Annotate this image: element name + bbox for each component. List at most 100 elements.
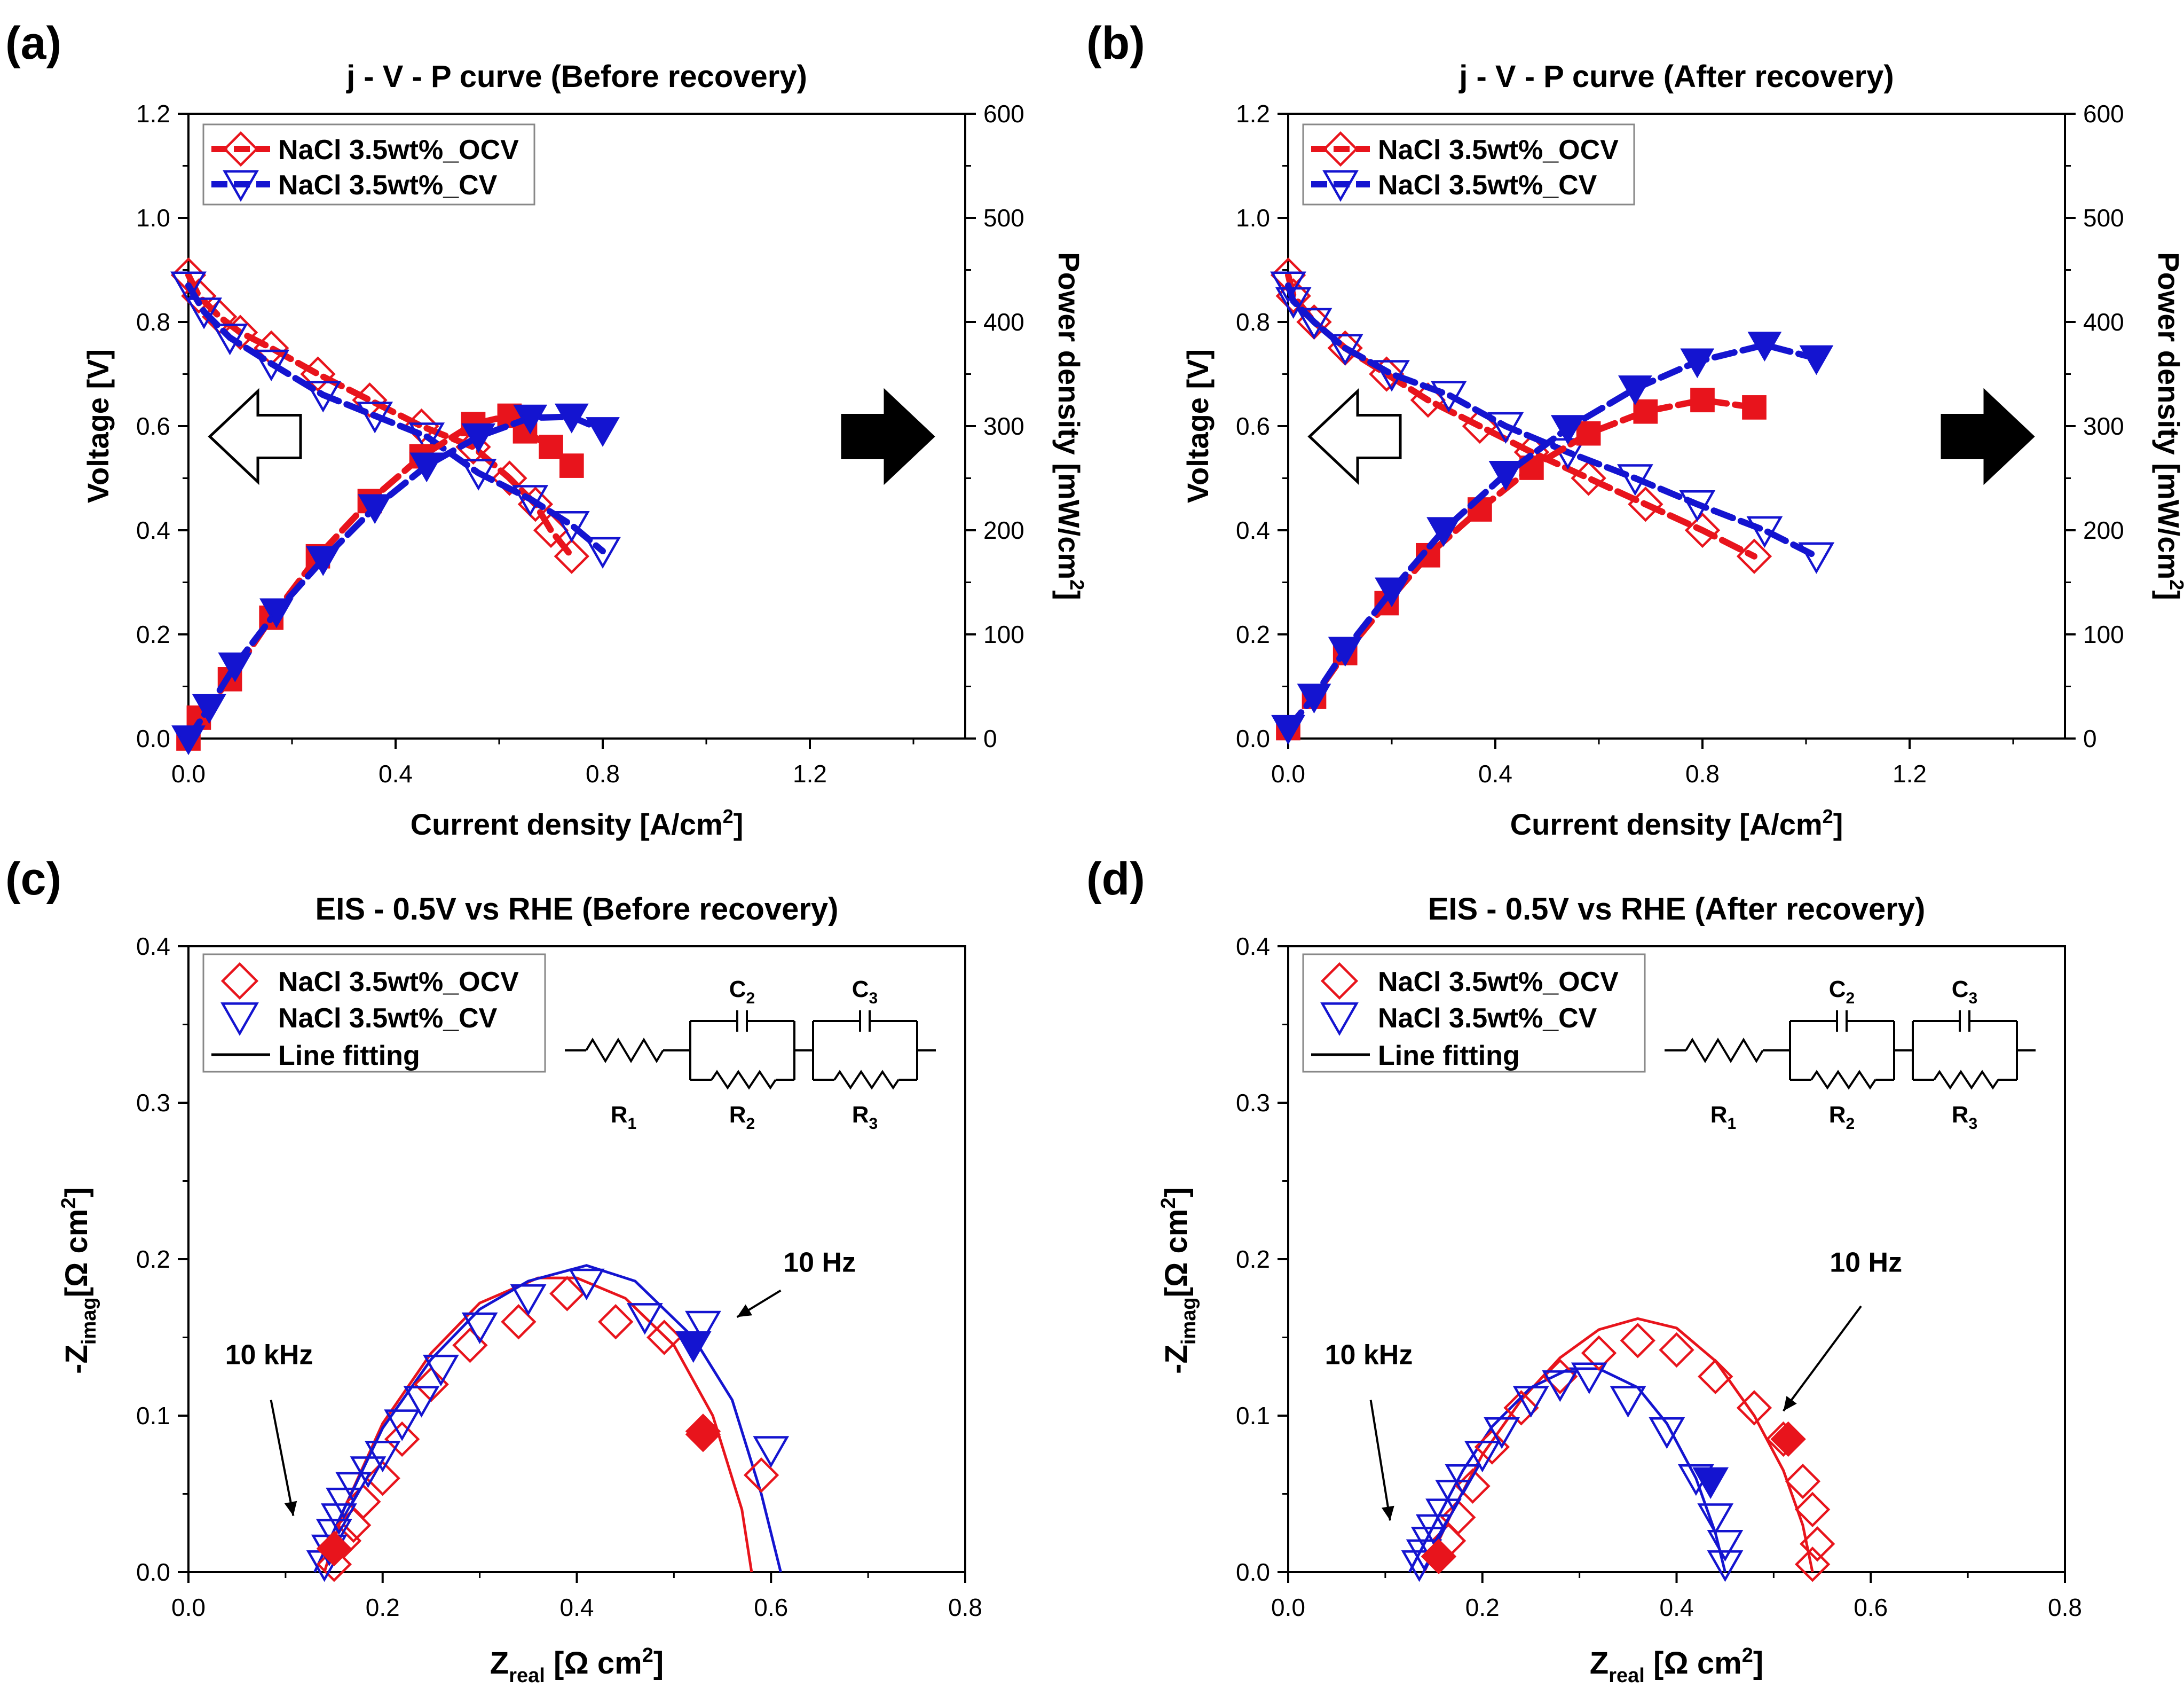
data-point-1 bbox=[1484, 1417, 1520, 1449]
data-point-1 bbox=[1649, 1417, 1685, 1449]
arrow-10khz-head bbox=[284, 1501, 297, 1516]
data-point-3 bbox=[1680, 348, 1715, 379]
data-point-3 bbox=[1271, 714, 1305, 745]
data-point-3 bbox=[306, 546, 341, 576]
data-point-0 bbox=[384, 1421, 420, 1457]
y-tick-label: 0.4 bbox=[1236, 932, 1270, 960]
legend-label: Line fitting bbox=[278, 1040, 420, 1071]
data-point-1 bbox=[186, 297, 222, 329]
circuit-label-sub: 3 bbox=[869, 1115, 878, 1133]
legend-label: NaCl 3.5wt%_OCV bbox=[1378, 967, 1619, 998]
y2-tick-label: 100 bbox=[2083, 621, 2124, 648]
series-line-1 bbox=[185, 282, 606, 554]
y-tick-label: 1.0 bbox=[1236, 204, 1270, 232]
data-point-3 bbox=[1488, 461, 1523, 491]
x-axis-label-end: [Ω cm bbox=[1645, 1646, 1742, 1681]
data-point-3 bbox=[1375, 577, 1409, 608]
data-point-1 bbox=[1571, 1362, 1607, 1394]
data-point-1 bbox=[1798, 542, 1835, 574]
data-point-1 bbox=[510, 1284, 547, 1316]
data-point-0 bbox=[1794, 1546, 1831, 1582]
circuit-label-sub: 3 bbox=[1969, 990, 1978, 1007]
left-arrow-icon bbox=[208, 388, 302, 485]
legend-label: NaCl 3.5wt%_CV bbox=[278, 170, 498, 201]
y-axis-label-close: ] bbox=[59, 1187, 94, 1197]
annotation-10hz: 10 Hz bbox=[1830, 1247, 1902, 1278]
data-point-0 bbox=[1542, 1359, 1578, 1394]
data-point-1 bbox=[1275, 287, 1312, 319]
annotation-10khz: 10 kHz bbox=[225, 1339, 313, 1370]
data-point-1 bbox=[1430, 381, 1467, 413]
x-tick-label: 1.2 bbox=[793, 760, 827, 788]
annotations-2: 10 Hz 10 kHz bbox=[225, 1247, 856, 1516]
y-tick-label: 0.2 bbox=[1236, 1245, 1270, 1273]
y-tick-label: 1.2 bbox=[136, 100, 170, 128]
data-point-0 bbox=[743, 1457, 779, 1493]
equivalent-circuit bbox=[1665, 1010, 2036, 1090]
legend-swatch-marker bbox=[1322, 131, 1359, 167]
data-point-1 bbox=[1374, 360, 1410, 392]
x-axis-label-end: ] bbox=[1833, 807, 1843, 841]
y2-tick-label: 600 bbox=[2083, 100, 2124, 128]
legend bbox=[202, 123, 535, 206]
data-point-2 bbox=[1770, 1421, 1806, 1457]
circuit-label: C3 bbox=[1952, 976, 1977, 1007]
data-point-1 bbox=[350, 1456, 387, 1488]
y2-axis-label: Power density [mW/cm2] bbox=[2152, 252, 2184, 600]
y-tick-label: 0.3 bbox=[136, 1089, 170, 1117]
y2-axis-label-sup: 2 bbox=[1066, 579, 1088, 590]
panel-label: (c) bbox=[5, 853, 61, 905]
legend-swatch-marker bbox=[1322, 170, 1359, 202]
data-point-0 bbox=[452, 1327, 488, 1363]
resistor-r1 bbox=[585, 1038, 664, 1063]
resistor-r1 bbox=[1685, 1038, 1764, 1063]
data-point-3 bbox=[1747, 332, 1782, 362]
x-tick-label: 0.6 bbox=[1854, 1593, 1888, 1621]
data-point-1 bbox=[1296, 308, 1333, 340]
data-point-3 bbox=[259, 598, 294, 629]
legend-label: NaCl 3.5wt%_CV bbox=[1378, 1003, 1597, 1034]
data-point-3 bbox=[192, 694, 226, 724]
data-point-0 bbox=[598, 1304, 634, 1340]
arrow-10hz-head bbox=[1783, 1396, 1797, 1411]
y-axis-label-sup: 2 bbox=[58, 1197, 80, 1208]
y-tick-label: 0.0 bbox=[136, 725, 170, 752]
y-tick-label: 0.4 bbox=[136, 932, 170, 960]
panel-label: (a) bbox=[5, 18, 61, 69]
data-point-1 bbox=[1679, 490, 1716, 522]
circuit-label-sub: 2 bbox=[746, 1115, 755, 1133]
y-axis-label-sub: imag bbox=[1178, 1297, 1200, 1345]
circuit-label: R2 bbox=[729, 1102, 755, 1133]
y2-axis-label-sup: 2 bbox=[2166, 579, 2184, 590]
arrow-10hz-head bbox=[737, 1304, 753, 1317]
y-axis-label: Voltage [V] bbox=[81, 349, 115, 503]
y-axis-label-end: [Ω cm bbox=[1159, 1209, 1194, 1298]
y-axis-label-end: [Ω cm bbox=[59, 1209, 94, 1298]
data-point-2 bbox=[539, 435, 563, 459]
y2-tick-label: 500 bbox=[2083, 204, 2124, 232]
chart-3: (d) EIS - 0.5V vs RHE (After recovery) 0.0… bbox=[1086, 853, 2082, 1687]
panel-label: (d) bbox=[1086, 853, 1145, 905]
y2-tick-label: 300 bbox=[983, 412, 1024, 440]
data-point-1 bbox=[211, 324, 248, 356]
x-axis-label-sup: 2 bbox=[1823, 805, 1833, 827]
resistor bbox=[833, 1070, 900, 1090]
x-axis-label-sup: 2 bbox=[642, 1644, 653, 1667]
data-point-1 bbox=[326, 1487, 362, 1520]
arrow-10khz-head bbox=[1381, 1505, 1394, 1521]
y-tick-label: 0.1 bbox=[136, 1402, 170, 1430]
data-point-3 bbox=[1297, 684, 1331, 714]
annotations-3: 10 Hz 10 kHz bbox=[1325, 1247, 1902, 1521]
data-point-3 bbox=[1426, 517, 1461, 547]
data-point-0 bbox=[352, 382, 388, 418]
resistor bbox=[1810, 1070, 1876, 1090]
resistor bbox=[711, 1070, 777, 1090]
data-point-3 bbox=[1550, 415, 1585, 445]
data-point-3 bbox=[1618, 375, 1652, 405]
y2-tick-label: 400 bbox=[2083, 308, 2124, 336]
x-tick-label: 0.4 bbox=[379, 760, 413, 788]
y2-tick-label: 200 bbox=[2083, 516, 2124, 544]
x-tick-label: 0.0 bbox=[1271, 1593, 1305, 1621]
x-tick-label: 0.8 bbox=[948, 1593, 982, 1621]
legend-swatch-marker bbox=[223, 131, 259, 167]
